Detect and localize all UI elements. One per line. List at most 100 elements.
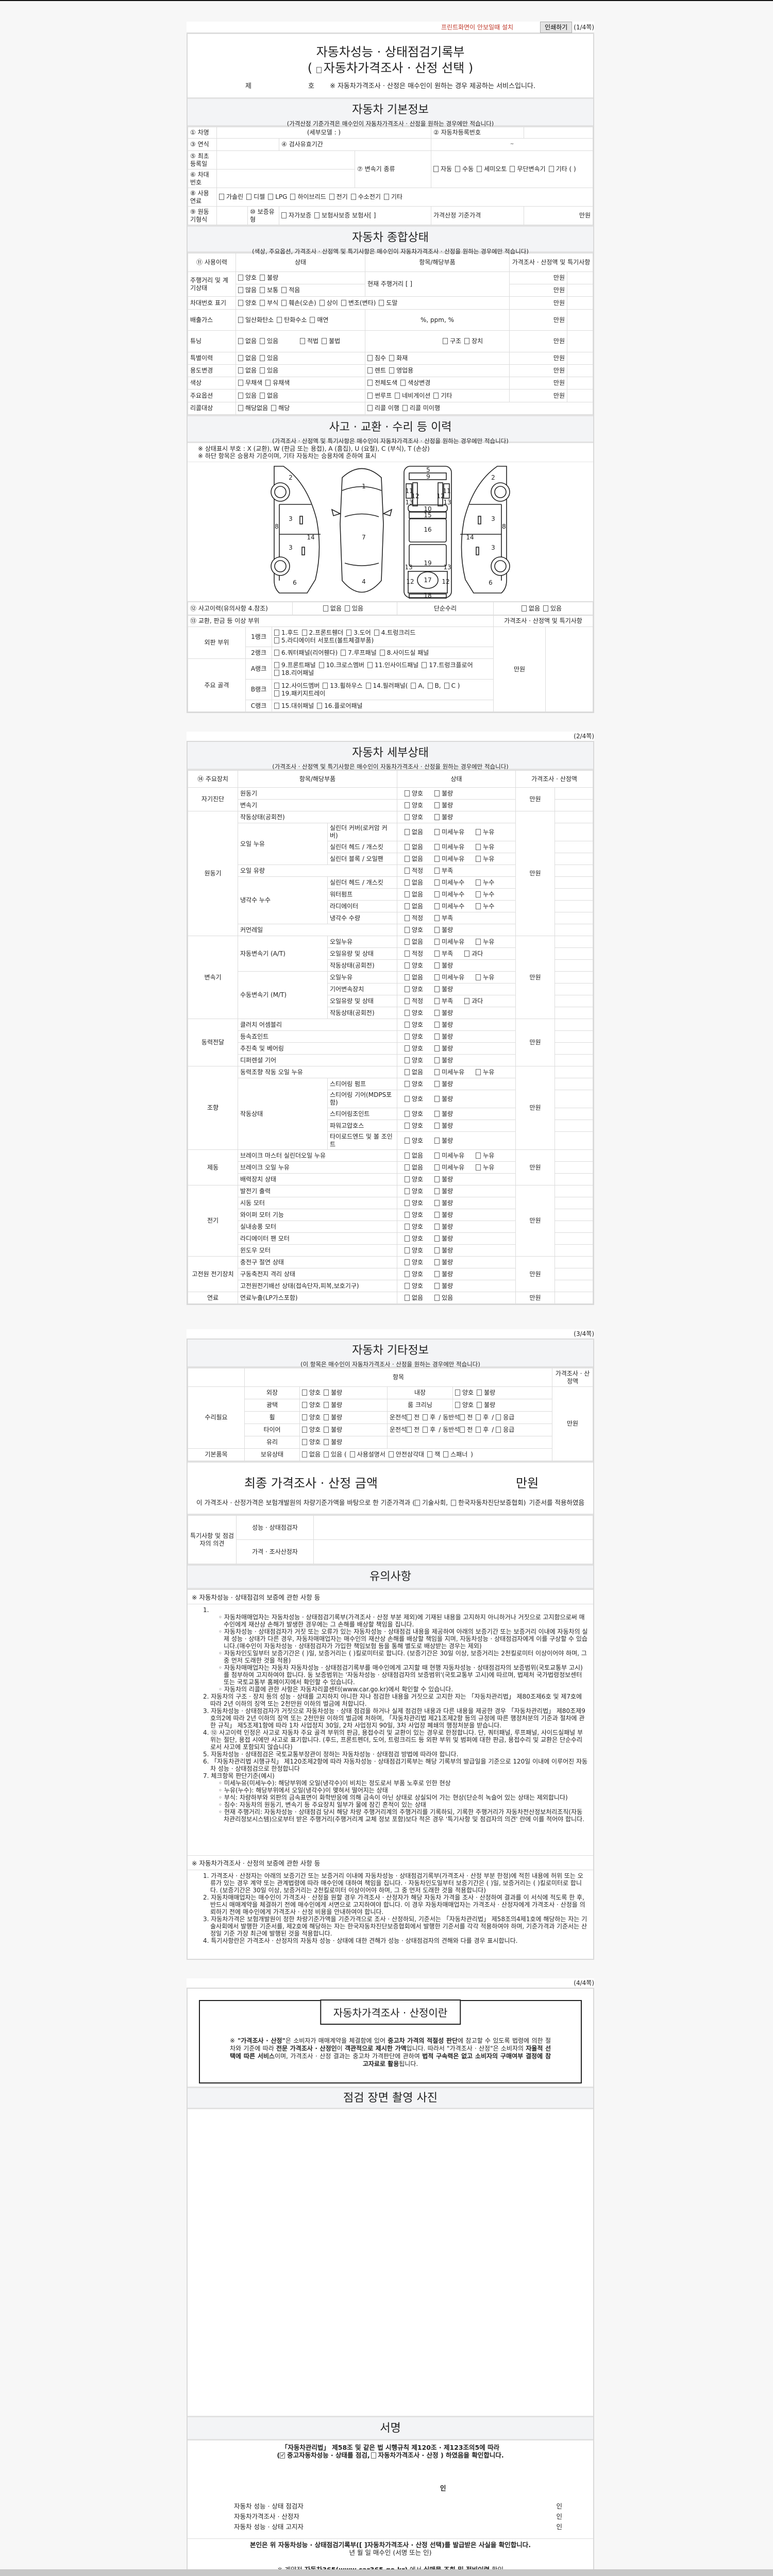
checkbox[interactable] [405, 1223, 410, 1230]
checkbox[interactable] [434, 867, 440, 874]
checkbox-option[interactable]: 전 [407, 1414, 419, 1421]
checkbox-option[interactable]: 기타 ( ) [548, 165, 576, 173]
checkbox-option[interactable]: 13.휠하우스 [323, 682, 363, 690]
checkbox[interactable] [422, 662, 427, 668]
checkbox-option[interactable]: 불량 [434, 986, 453, 993]
checkbox-option[interactable]: 누유 [476, 843, 494, 851]
remark-field[interactable] [554, 1209, 593, 1221]
checkbox-option[interactable]: 불량 [434, 790, 453, 798]
price-appraisal-select-checkbox[interactable] [316, 67, 322, 73]
checkbox-option[interactable]: 8.사이드실 패널 [379, 649, 429, 657]
remark-field[interactable] [554, 1268, 593, 1280]
checkbox[interactable] [434, 1247, 440, 1253]
checkbox-option[interactable]: 리콜 이행 [367, 404, 399, 412]
checkbox[interactable] [301, 630, 307, 636]
checkbox[interactable] [238, 405, 243, 411]
checkbox-option[interactable]: 불량 [434, 1137, 453, 1145]
checkbox-option[interactable]: 양호 [238, 274, 257, 282]
checkbox-option[interactable]: 불량 [434, 1176, 453, 1183]
checkbox-option[interactable]: 양호 [405, 1223, 423, 1231]
first-reg-field[interactable] [216, 150, 355, 170]
checkbox[interactable] [434, 1199, 440, 1206]
remark-field[interactable] [554, 971, 593, 984]
checkbox-option[interactable]: 미세누수 [434, 879, 464, 887]
price-field[interactable]: 만원 [509, 352, 567, 365]
checkbox[interactable] [405, 1110, 410, 1117]
checkbox-option[interactable]: 일산화탄소 [238, 316, 274, 324]
checkbox-option[interactable]: 불량 [260, 274, 278, 282]
parts-price-field[interactable]: 만원 [493, 626, 546, 712]
checkbox[interactable] [434, 1176, 440, 1182]
checkbox[interactable] [476, 1069, 481, 1075]
checkbox-option[interactable]: 불량 [434, 1235, 453, 1243]
checkbox[interactable] [433, 392, 439, 399]
other-price-field[interactable]: 만원 [552, 1386, 593, 1461]
checkbox-option[interactable]: 17.트렁크플로어 [422, 662, 473, 669]
checkbox[interactable] [302, 1427, 307, 1433]
checkbox-option[interactable]: 양호 [405, 962, 423, 970]
price-field[interactable]: 만원 [515, 936, 556, 1019]
checkbox-option[interactable]: 불량 [434, 1122, 453, 1130]
checkbox-option[interactable]: 없음 [521, 605, 540, 613]
checkbox[interactable] [405, 1137, 410, 1144]
checkbox[interactable] [365, 682, 371, 689]
checkbox-option[interactable]: 수소전기 [350, 193, 381, 201]
checkbox[interactable] [389, 355, 395, 361]
checkbox[interactable] [260, 392, 265, 399]
checkbox-option[interactable]: 전 [460, 1414, 473, 1421]
buyer-sign-line[interactable]: 년 월 일 매수인 (서명 또는 인) [349, 2549, 432, 2556]
checkbox-option[interactable]: 불량 [434, 1080, 453, 1088]
checkbox-option[interactable]: 상이 [319, 299, 338, 307]
checkbox[interactable] [434, 997, 440, 1004]
checkbox[interactable] [238, 275, 243, 281]
checkbox[interactable] [434, 914, 440, 921]
checkbox[interactable] [302, 1389, 307, 1396]
checkbox-option[interactable]: 기술사회, [415, 1499, 448, 1506]
checkbox[interactable] [405, 1282, 410, 1289]
checkbox-option[interactable]: 후 [423, 1426, 435, 1434]
checkbox-option[interactable]: 16.플로어패널 [317, 702, 363, 710]
checkbox-option[interactable]: 양호 [455, 1389, 474, 1397]
checkbox[interactable] [476, 843, 481, 850]
price-field[interactable]: 만원 [515, 1256, 556, 1292]
checkbox[interactable] [317, 702, 323, 709]
checkbox-option[interactable]: 양호 [405, 1009, 423, 1017]
checkbox[interactable] [310, 316, 315, 323]
checkbox[interactable] [274, 690, 279, 697]
checkbox-option[interactable]: 미세누유 [434, 1069, 464, 1076]
checkbox-option[interactable]: 없음 [405, 903, 423, 910]
checkbox-option[interactable]: 썬루프 [367, 392, 392, 400]
checkbox[interactable] [405, 1045, 410, 1052]
checkbox-option[interactable]: 적정 [405, 997, 423, 1005]
checkbox-option[interactable]: 있음 [238, 392, 257, 400]
checkbox-option[interactable]: 양호 [302, 1426, 321, 1434]
checkbox[interactable] [238, 338, 243, 344]
signer-seal[interactable]: 인 [556, 2513, 562, 2520]
checkbox-option[interactable]: 7.루프패널 [341, 649, 377, 657]
checkbox[interactable] [260, 299, 265, 306]
checkbox-option[interactable]: 양호 [405, 1045, 423, 1053]
remark-field[interactable] [554, 1131, 593, 1150]
checkbox[interactable] [274, 682, 279, 689]
checkbox[interactable] [434, 1270, 440, 1277]
checkbox[interactable] [476, 828, 481, 835]
checkbox-option[interactable]: 변조(변타) [341, 299, 376, 307]
checkbox[interactable] [405, 950, 410, 957]
checkbox-option[interactable]: 양호 [405, 1021, 423, 1029]
checkbox-option[interactable]: 사용설명서 [349, 1451, 385, 1459]
checkbox-option[interactable]: 누수 [476, 903, 494, 910]
car-damage-diagram[interactable]: 2 3 3 8 14 6 1 7 4 5 9 11 11 12 12 13 13 10 15 16 19 13 13 17 12… [188, 462, 593, 602]
checkbox[interactable] [423, 1427, 428, 1433]
checkbox-option[interactable]: 스패너 [443, 1451, 467, 1459]
checkbox[interactable] [274, 637, 279, 643]
checkbox[interactable] [405, 1188, 410, 1194]
checkbox[interactable] [411, 682, 416, 689]
checkbox-option[interactable]: 미세누유 [434, 855, 464, 863]
checkbox[interactable] [434, 1110, 440, 1117]
checkbox[interactable] [324, 1451, 329, 1458]
checkbox[interactable] [405, 1294, 410, 1301]
remark-field[interactable] [554, 983, 593, 995]
checkbox-option[interactable]: 불량 [434, 1270, 453, 1278]
price-field[interactable]: 만원 [509, 389, 567, 402]
checkbox-option[interactable]: 양호 [405, 1211, 423, 1219]
